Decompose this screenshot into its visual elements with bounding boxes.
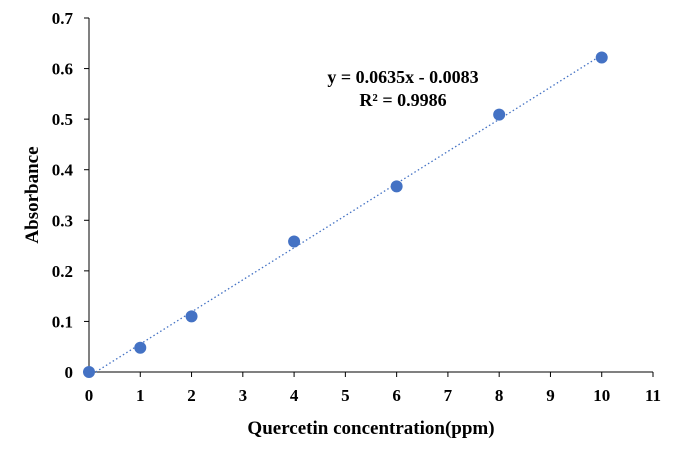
y-axis: 0 0.1 0.2 0.3 0.4 0.5 0.6 0.7 (52, 9, 90, 382)
x-axis: 0 1 2 3 4 5 6 7 8 9 10 11 (85, 371, 661, 405)
data-points (83, 51, 608, 378)
x-tick-label: 1 (136, 386, 145, 405)
x-tick-label: 7 (444, 386, 453, 405)
data-point (493, 108, 506, 121)
data-point (83, 366, 95, 378)
x-tick-label: 4 (290, 386, 299, 405)
y-tick-label: 0.4 (52, 161, 74, 180)
y-tick-label: 0.2 (52, 262, 73, 281)
trendline-equation: y = 0.0635x - 0.0083 (327, 67, 478, 87)
y-tick-label: 0.6 (52, 60, 73, 79)
y-tick-label: 0.3 (52, 211, 73, 230)
x-tick-label: 0 (85, 386, 94, 405)
trendline (88, 54, 603, 377)
y-ticks: 0 0.1 0.2 0.3 0.4 0.5 0.6 0.7 (52, 9, 89, 382)
y-tick-label: 0.5 (52, 110, 73, 129)
x-axis-title: Quercetin concentration(ppm) (247, 418, 494, 439)
x-tick-label: 9 (546, 386, 555, 405)
y-tick-label: 0.1 (52, 312, 73, 331)
data-point (288, 235, 301, 248)
x-tick-label: 10 (593, 386, 610, 405)
x-tick-label: 11 (645, 386, 661, 405)
y-tick-label: 0 (65, 363, 74, 382)
data-point (185, 310, 198, 323)
data-point (134, 341, 147, 354)
trendline-r-squared: R² = 0.9986 (359, 90, 446, 110)
data-point (595, 51, 608, 64)
x-tick-label: 6 (392, 386, 401, 405)
data-point (390, 180, 403, 193)
x-tick-label: 3 (239, 386, 248, 405)
y-tick-label: 0.7 (52, 9, 74, 28)
x-tick-label: 8 (495, 386, 504, 405)
x-ticks: 0 1 2 3 4 5 6 7 8 9 10 11 (85, 372, 661, 405)
y-axis-title: Absorbance (22, 146, 43, 243)
x-tick-label: 2 (187, 386, 196, 405)
x-tick-label: 5 (341, 386, 350, 405)
